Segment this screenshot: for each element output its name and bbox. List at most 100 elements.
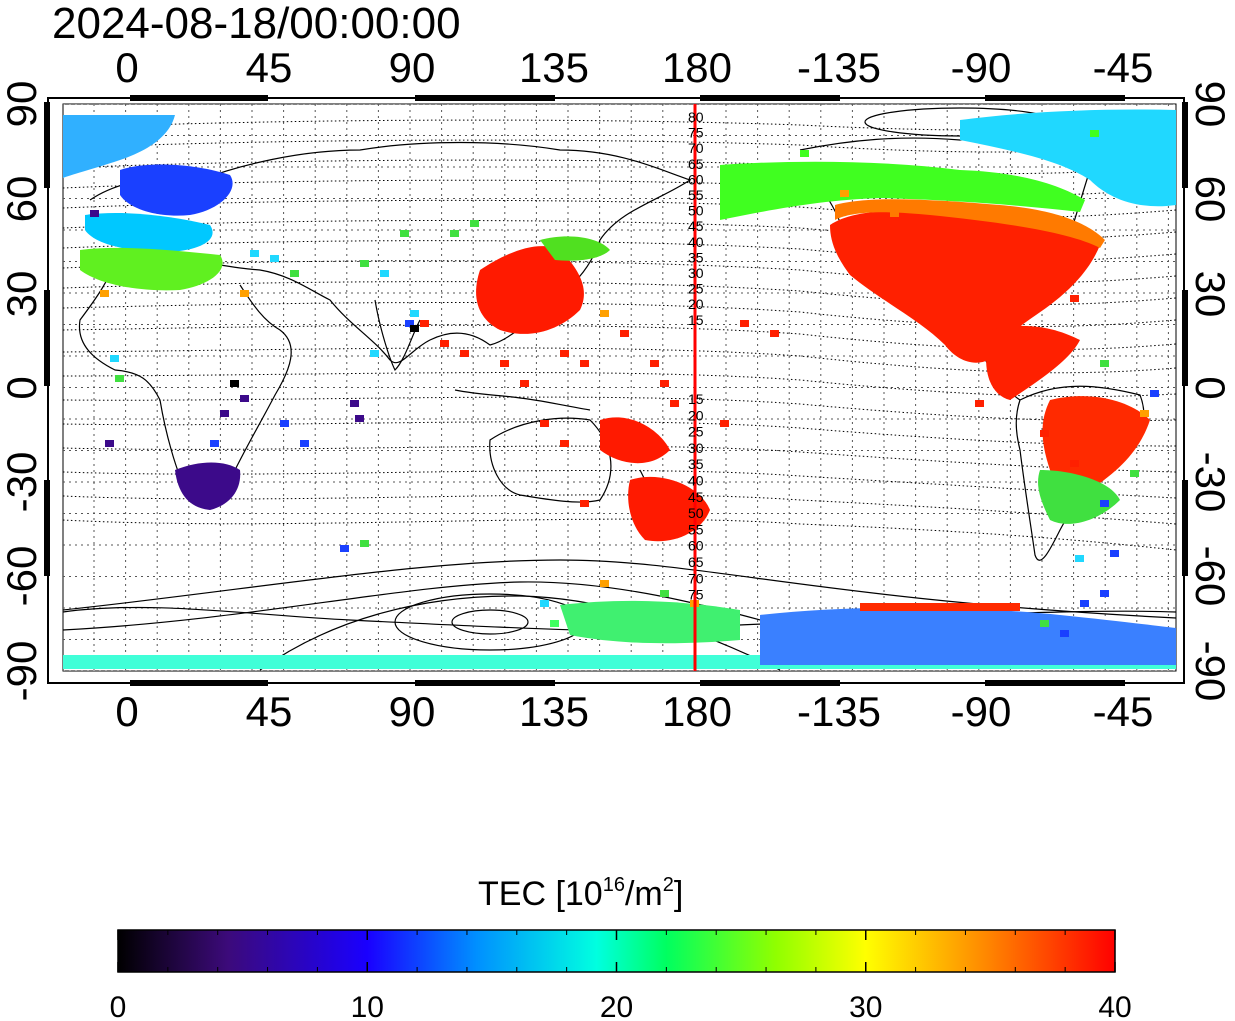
tec-speck [410,325,419,332]
tec-speck [115,375,124,382]
y-tick-right-label: 0 [1187,376,1234,399]
y-tick-right-label: 60 [1187,176,1234,223]
tec-speck [100,290,109,297]
frame-tick-bars [44,95,1188,686]
meridian-label-south: 50 [688,505,704,521]
x-tick-bottom-label: 45 [246,688,293,735]
meridian-label-south: 35 [688,456,704,472]
y-axis-left-labels: 90 60 30 0 -30 -60 -90 [0,81,45,702]
x-tick-top-label: 180 [662,44,732,91]
tec-speck [470,220,479,227]
x-tick-top-label: 0 [115,44,138,91]
tec-patch-south-america-green [1038,470,1120,524]
y-tick-left-label: 30 [0,271,45,318]
tec-speck [1060,630,1069,637]
graticule-grid [63,104,1176,671]
tec-speck [1050,285,1059,292]
meridian-label-south: 45 [688,489,704,505]
colorbar-tick-label: 40 [1098,991,1131,1021]
map-title: 2024-08-18/00:00:00 [52,0,461,48]
tec-speck [350,400,359,407]
colorbar-tick-label: 10 [351,991,384,1021]
tec-speck [410,310,419,317]
tec-speck [1110,550,1119,557]
tec-patch-greenland-cyan [960,109,1176,207]
meridian-label-south: 75 [688,587,704,603]
y-tick-right-label: -60 [1187,546,1234,607]
tec-speck [840,190,849,197]
tec-speck [975,400,984,407]
eurasia-coast [89,141,692,364]
colorbar-ticks: 0 10 20 30 40 [110,930,1132,1021]
x-tick-bottom-label: 180 [662,688,732,735]
y-tick-left-label: 60 [0,176,45,223]
tec-speck [740,320,749,327]
colorbar: TEC [1016/m2] 0 10 20 30 40 [110,874,1132,1021]
tec-speck [240,395,249,402]
x-tick-top-label: 135 [519,44,589,91]
tec-patch-southern-africa [175,462,241,510]
tec-speck [380,270,389,277]
tec-speck [600,310,609,317]
x-tick-bottom-label: 135 [519,688,589,735]
colorbar-title: TEC [1016/m2] [478,874,683,913]
indonesia-coast [454,389,591,411]
meridian-label-north: 20 [688,296,704,312]
meridian-label-south: 65 [688,554,704,570]
y-axis-right-labels: 90 60 30 0 -30 -60 -90 [1187,81,1234,702]
meridian-label-north: 75 [688,125,704,141]
meridian-label-north: 55 [688,187,704,203]
y-tick-right-label: 90 [1187,81,1234,128]
tec-speck [370,350,379,357]
tec-speck [1100,500,1109,507]
tec-speck [540,600,549,607]
tec-speck [90,210,99,217]
tec-speck [280,420,289,427]
x-axis-top-labels: 0 45 90 135 180 -135 -90 -45 [115,44,1153,91]
tec-data-specks [90,130,1159,637]
tec-patch-antarctic-blue [760,607,1176,665]
y-tick-left-label: 0 [0,376,45,399]
tec-speck [1080,600,1089,607]
tec-speck [620,330,629,337]
y-tick-left-label: -60 [0,546,45,607]
meridian-label-north: 25 [688,281,704,297]
tec-speck [560,350,569,357]
tec-speck [360,260,369,267]
x-tick-bottom-label: 0 [115,688,138,735]
meridian-label-north: 80 [688,109,704,125]
tec-speck [405,320,414,327]
meridian-label-south: 30 [688,440,704,456]
x-tick-bottom-label: -90 [951,688,1012,735]
tec-speck [240,290,249,297]
tec-patch-scandinavia [120,164,233,216]
tec-speck [270,255,279,262]
tec-speck [355,415,364,422]
tec-speck [450,230,459,237]
y-tick-right-label: 30 [1187,271,1234,318]
australia-coast [489,417,612,503]
map-area: 8075706560555045403530252015152025303540… [44,95,1188,686]
tec-speck [1040,430,1049,437]
tec-patch-central-america [986,325,1080,400]
tec-speck [890,210,899,217]
tec-speck [1100,360,1109,367]
tec-speck [1070,295,1079,302]
tec-speck [550,620,559,627]
tec-speck [650,360,659,367]
tec-speck [1090,130,1099,137]
x-tick-bottom-label: 90 [389,688,436,735]
tec-patch-arctic-europe [63,115,175,178]
tec-speck [440,340,449,347]
tec-patch-north-america-edge [835,199,1105,248]
x-axis-bottom-labels: 0 45 90 135 180 -135 -90 -45 [115,688,1153,735]
tec-patch-east-asia [476,246,584,334]
tec-speck [660,380,669,387]
tec-speck [230,380,239,387]
x-tick-top-label: 90 [389,44,436,91]
meridian-label-north: 65 [688,156,704,172]
tec-speck [1075,555,1084,562]
tec-speck [340,545,349,552]
tec-speck [210,440,219,447]
